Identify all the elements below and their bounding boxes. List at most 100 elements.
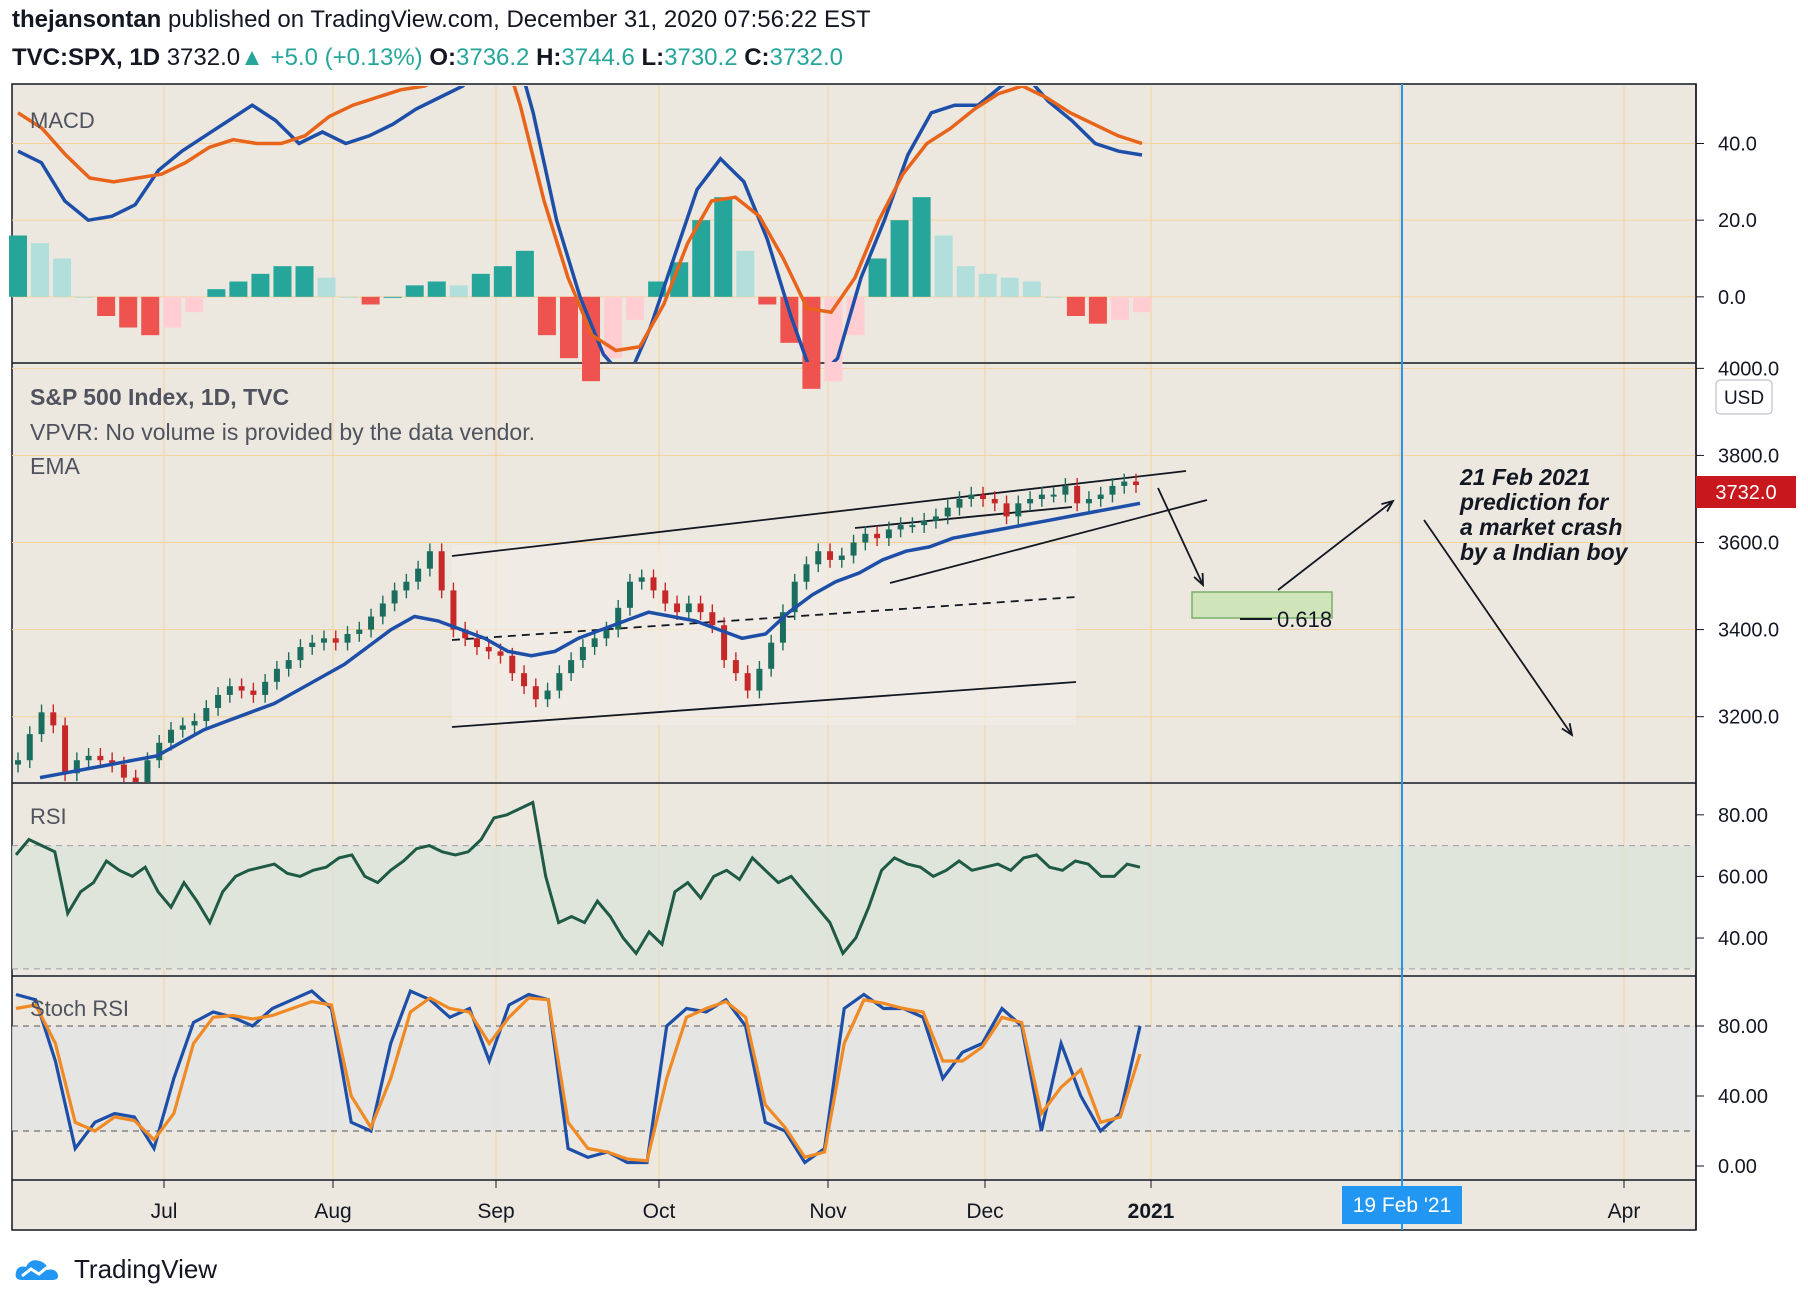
candle-body [1074,485,1081,504]
candle-body [403,581,410,591]
macd-histogram-bar [251,273,270,297]
candle-body [144,760,151,782]
stoch-rsi-title: Stoch RSI [30,996,129,1021]
macd-histogram-bar [714,197,733,297]
candle-body [815,551,822,565]
candle-body [556,673,563,691]
candle-body [109,760,116,765]
candle-body [591,638,598,648]
macd-histogram-bar [185,296,204,313]
candle-body [980,494,987,499]
price-tick-label: 3200.0 [1718,707,1779,729]
publish-info: thejansontan published on TradingView.co… [12,6,871,34]
macd-histogram-bar [934,235,953,297]
author[interactable]: thejansontan [12,6,162,33]
candle-body [332,638,339,643]
macd-pane[interactable] [9,29,1151,389]
macd-histogram-bar [361,296,380,305]
macd-tick-label: 20.0 [1718,210,1757,232]
stoch-tick-label: 40.00 [1718,1086,1768,1108]
macd-title: MACD [30,108,95,133]
candle-body [685,603,692,613]
macd-histogram-bar [978,273,997,297]
tradingview-brand: TradingView [74,1254,218,1284]
price-scale[interactable]: 40.0 20.0 0.0 4000.0 3800.0 3600.0 3400.0 3200.… [1695,84,1779,1230]
candle-body [438,551,445,591]
annotation-line-1[interactable]: 21 Feb 2021 [1459,464,1590,490]
candle-body [215,694,222,708]
macd-histogram-bar [295,266,314,297]
candle-body [415,568,422,582]
candle-body [568,660,575,674]
candle-body [991,498,998,504]
candle-body [273,668,280,682]
price-pane[interactable] [15,470,1574,790]
price-plot [15,470,1574,782]
macd-histogram-bar [9,235,27,297]
time-tick-label: Nov [809,1200,847,1223]
wedge-upper-line [854,506,1073,529]
high-label: H: [536,44,562,71]
candle-body [262,681,269,695]
price-tick-label: 3600.0 [1718,533,1779,555]
time-tick-label: Aug [314,1200,351,1223]
rsi-line [14,800,1141,957]
macd-histogram-bar [802,296,821,389]
macd-histogram-bar [383,296,402,298]
macd-histogram-bar [273,266,292,297]
last-price-tag [1696,476,1796,508]
candle-body [603,629,610,639]
currency-button[interactable] [1715,379,1773,415]
stoch-rsi-pane[interactable] [12,988,1696,1165]
candle-body [191,721,198,726]
annotation-line-3[interactable]: a market crash [1460,514,1622,540]
open-value: 3736.2 [456,44,530,71]
annotation-line-4[interactable]: by a Indian boy [1460,539,1629,565]
candle-body [473,638,480,648]
rsi-pane[interactable] [12,800,1696,970]
low-value: 3730.2 [664,44,738,71]
candle-body [662,590,669,604]
time-tick-label: Jul [151,1200,178,1223]
macd-histogram-bar [515,250,534,297]
macd-histogram-bar [471,273,490,297]
macd-histogram-bar [405,285,424,297]
stoch-band [12,1026,1696,1131]
symbol[interactable]: TVC:SPX, 1D [12,44,161,71]
annotation-line-2[interactable]: prediction for [1459,489,1609,515]
macd-histogram-bar [912,197,931,297]
tradingview-cloud-icon [15,1259,59,1280]
time-scale[interactable]: Jul Aug Sep Oct Nov Dec 2021 Apr [151,1180,1641,1223]
time-tick-label: 2021 [1128,1200,1175,1223]
wedge-lower-line [889,499,1208,584]
macd-tick-label: 40.0 [1718,134,1757,156]
macd-tick-label: 0.0 [1718,287,1746,309]
up-arrow-icon: ▲ [240,44,264,71]
rsi-title: RSI [30,804,67,829]
candle-body [1050,494,1057,497]
ema-line [39,501,1141,780]
last-price-tag-label: 3732.0 [1715,482,1776,504]
candle-body [579,647,586,661]
macd-histogram-bar [956,266,975,297]
candle-body [756,668,763,691]
macd-histogram-bar [163,296,182,328]
vpvr-note: VPVR: No volume is provided by the data … [30,419,535,445]
candle-body [697,603,704,613]
candle-body [1097,494,1104,499]
macd-histogram-bar [53,258,72,297]
macd-histogram-bar [1088,296,1107,324]
candle-body [167,729,174,743]
candle-body [1038,494,1045,499]
candle-body [50,712,57,726]
candle-body [97,755,104,761]
candle-body [1027,498,1034,504]
candle-body [921,520,928,526]
macd-histogram-bar [119,296,138,328]
tradingview-logo[interactable]: TradingView [14,1254,217,1285]
macd-histogram-bar [559,296,578,359]
candle-body [544,690,551,700]
candle-body [768,642,775,669]
candle-body [26,734,33,761]
